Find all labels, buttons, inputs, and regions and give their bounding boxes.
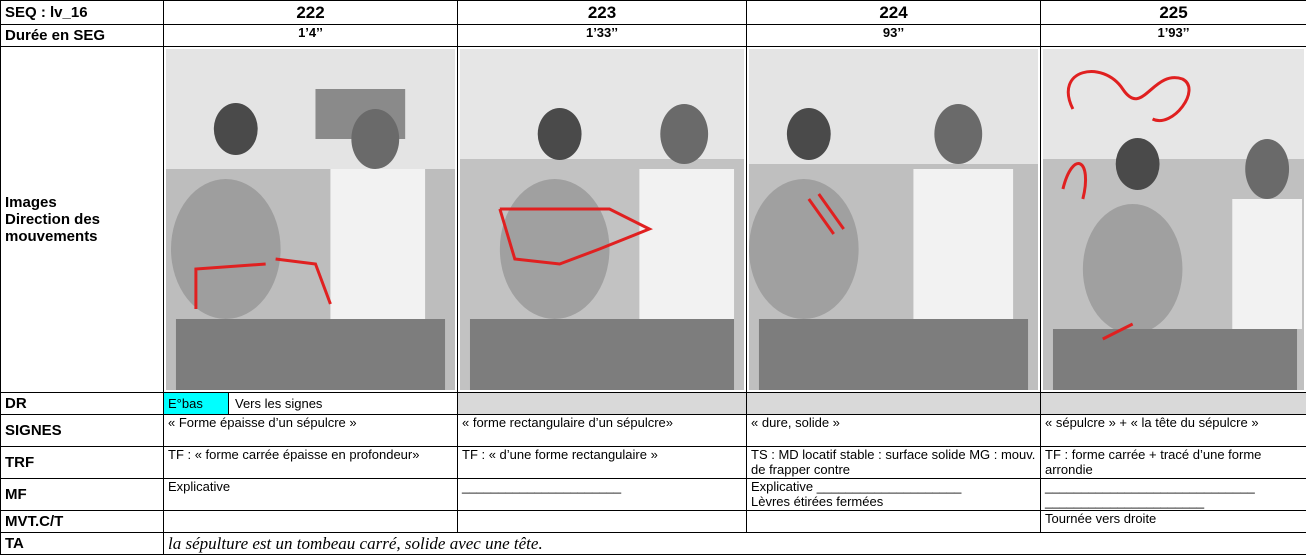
header-row: SEQ : lv_16 222 223 224 225 bbox=[1, 1, 1306, 25]
label-line: Direction des bbox=[5, 211, 159, 228]
dr-cell bbox=[1041, 393, 1306, 415]
cell-line: _____________________________ bbox=[1045, 479, 1302, 494]
row-label: Images Direction des mouvements bbox=[1, 47, 164, 393]
dr-cell: E°bas Vers les signes bbox=[164, 393, 458, 415]
label-line: mouvements bbox=[5, 228, 159, 245]
cell: Tournée vers droite bbox=[1041, 511, 1306, 533]
cell: TF : forme carrée + tracé d’une forme ar… bbox=[1041, 447, 1306, 479]
cell: « dure, solide » bbox=[747, 415, 1041, 447]
duration: 93’’ bbox=[747, 25, 1041, 47]
cell bbox=[458, 511, 747, 533]
row-label: MVT.C/T bbox=[1, 511, 164, 533]
cell-line: ______________________ bbox=[462, 479, 742, 494]
mvt-row: MVT.C/T Tournée vers droite bbox=[1, 511, 1306, 533]
dr-cell bbox=[458, 393, 747, 415]
dr-split: E°bas Vers les signes bbox=[164, 393, 457, 414]
row-label: SIGNES bbox=[1, 415, 164, 447]
photo bbox=[460, 49, 744, 390]
signes-row: SIGNES « Forme épaisse d’un sépulcre » «… bbox=[1, 415, 1306, 447]
cell bbox=[747, 511, 1041, 533]
duration: 1’33’’ bbox=[458, 25, 747, 47]
duration: 1’4’’ bbox=[164, 25, 458, 47]
image-cell bbox=[1041, 47, 1306, 393]
photo bbox=[166, 49, 455, 390]
row-label: MF bbox=[1, 479, 164, 511]
row-label: TA bbox=[1, 533, 164, 555]
photo bbox=[749, 49, 1038, 390]
photo bbox=[1043, 49, 1304, 390]
label-line: Images bbox=[5, 194, 159, 211]
duration-row: Durée en SEG 1’4’’ 1’33’’ 93’’ 1’93’’ bbox=[1, 25, 1306, 47]
row-label: Durée en SEG bbox=[1, 25, 164, 47]
sequence-number: 225 bbox=[1041, 1, 1306, 25]
dr-part: E°bas bbox=[164, 393, 229, 414]
cell-line: Explicative ____________________ bbox=[751, 479, 1036, 494]
cell: TS : MD locatif stable : surface solide … bbox=[747, 447, 1041, 479]
dr-part: Vers les signes bbox=[229, 393, 328, 414]
cell: TF : « forme carrée épaisse en profondeu… bbox=[164, 447, 458, 479]
sequence-number: 223 bbox=[458, 1, 747, 25]
sequence-number: 222 bbox=[164, 1, 458, 25]
ta-row: TA la sépulture est un tombeau carré, so… bbox=[1, 533, 1306, 555]
cell: Explicative ____________________Lèvres é… bbox=[747, 479, 1041, 511]
cell: ________________________________________… bbox=[1041, 479, 1306, 511]
row-label: SEQ : lv_16 bbox=[1, 1, 164, 25]
image-cell bbox=[164, 47, 458, 393]
mf-row: MF Explicative ______________________ Ex… bbox=[1, 479, 1306, 511]
image-cell bbox=[458, 47, 747, 393]
cell bbox=[164, 511, 458, 533]
cell-line: Explicative bbox=[168, 479, 453, 494]
cell: « Forme épaisse d’un sépulcre » bbox=[164, 415, 458, 447]
cell: TF : « d’une forme rectangulaire » bbox=[458, 447, 747, 479]
ta-text: la sépulture est un tombeau carré, solid… bbox=[164, 533, 1306, 555]
image-cell bbox=[747, 47, 1041, 393]
cell: « sépulcre » + « la tête du sépulcre » bbox=[1041, 415, 1306, 447]
row-label: TRF bbox=[1, 447, 164, 479]
images-row: Images Direction des mouvements bbox=[1, 47, 1306, 393]
trf-row: TRF TF : « forme carrée épaisse en profo… bbox=[1, 447, 1306, 479]
sequence-number: 224 bbox=[747, 1, 1041, 25]
cell: ______________________ bbox=[458, 479, 747, 511]
cell: Explicative bbox=[164, 479, 458, 511]
row-label: DR bbox=[1, 393, 164, 415]
cell-line: ______________________ bbox=[1045, 494, 1302, 509]
dr-row: DR E°bas Vers les signes bbox=[1, 393, 1306, 415]
dr-cell bbox=[747, 393, 1041, 415]
cell-line: Lèvres étirées fermées bbox=[751, 494, 1036, 509]
duration: 1’93’’ bbox=[1041, 25, 1306, 47]
cell: « forme rectangulaire d’un sépulcre» bbox=[458, 415, 747, 447]
